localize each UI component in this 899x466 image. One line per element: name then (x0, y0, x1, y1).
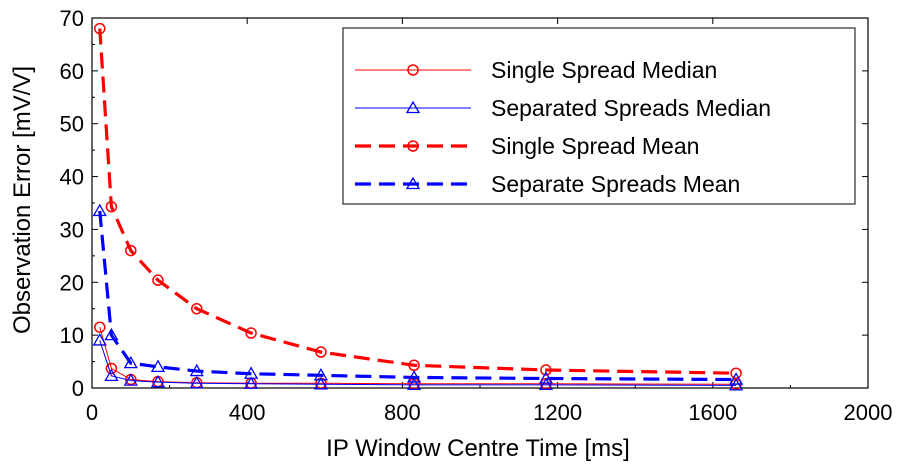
series-line (98, 28, 737, 375)
data-point (406, 370, 422, 383)
legend-label: Single Spread Mean (491, 133, 699, 159)
data-point (538, 377, 554, 390)
data-point (104, 368, 119, 381)
x-axis-label: IP Window Centre Time [ms] (326, 435, 630, 462)
data-point (92, 333, 107, 346)
data-point (152, 274, 164, 286)
legend-item: Single Spread Mean (355, 133, 699, 159)
data-point (104, 327, 119, 341)
y-tick-label: 30 (60, 217, 84, 242)
x-tick-label: 2000 (844, 400, 893, 425)
data-point (313, 368, 329, 381)
data-point (243, 376, 259, 389)
x-tick-label: 1200 (533, 400, 582, 425)
x-tick-label: 0 (86, 400, 98, 425)
data-point (150, 374, 166, 388)
data-point (94, 22, 106, 35)
x-tick-label: 800 (384, 400, 421, 425)
y-tick-label: 10 (60, 323, 84, 348)
y-tick-label: 60 (60, 59, 84, 84)
data-point (105, 362, 118, 375)
series-line (98, 210, 737, 382)
legend-label: Separated Spreads Median (491, 95, 771, 121)
data-point (538, 371, 554, 384)
data-point (92, 203, 107, 217)
y-tick-label: 0 (72, 376, 84, 401)
series-line (99, 340, 737, 386)
legend-item: Single Spread Median (355, 57, 717, 83)
series-line (99, 327, 737, 385)
data-point (540, 364, 552, 376)
data-point (243, 366, 259, 379)
legend-swatch-marker (405, 176, 421, 190)
data-point (150, 359, 166, 373)
data-point (123, 355, 138, 369)
legend-item: Separated Spreads Median (355, 95, 771, 121)
y-tick-label: 40 (60, 165, 84, 190)
legend: Single Spread Median Separated Spreads Me… (342, 27, 856, 205)
data-point (245, 327, 257, 339)
legend-box (342, 27, 856, 205)
legend-swatch-marker (405, 100, 421, 114)
data-point (313, 376, 329, 390)
data-point (123, 373, 138, 386)
y-tick-label: 70 (60, 6, 84, 31)
data-point (406, 377, 422, 390)
x-tick-label: 400 (229, 400, 266, 425)
legend-label: Single Spread Median (491, 57, 717, 83)
legend-item: Separate Spreads Mean (355, 171, 740, 197)
x-tick-label: 1600 (688, 400, 737, 425)
series-4 (92, 203, 744, 385)
x-axis-ticks: 0 400 800 1200 1600 2000 (86, 18, 893, 425)
legend-label: Separate Spreads Mean (491, 171, 740, 197)
data-point (105, 200, 118, 213)
legend-swatch-marker (407, 64, 419, 76)
series-layer (92, 22, 744, 391)
data-point (189, 363, 204, 377)
data-point (191, 302, 203, 315)
series-3 (94, 22, 742, 379)
y-tick-label: 20 (60, 270, 84, 295)
data-point (728, 372, 744, 385)
y-axis-ticks: 0 10 20 30 40 50 60 70 (60, 6, 868, 401)
data-point (125, 244, 137, 257)
series-2 (92, 333, 744, 391)
data-point (315, 346, 327, 358)
data-point (730, 367, 742, 379)
legend-swatch-marker (407, 140, 419, 152)
y-axis-label: Observation Error [mV/V] (9, 66, 36, 334)
data-point (94, 321, 106, 333)
y-tick-label: 50 (60, 112, 84, 137)
data-point (189, 375, 204, 389)
